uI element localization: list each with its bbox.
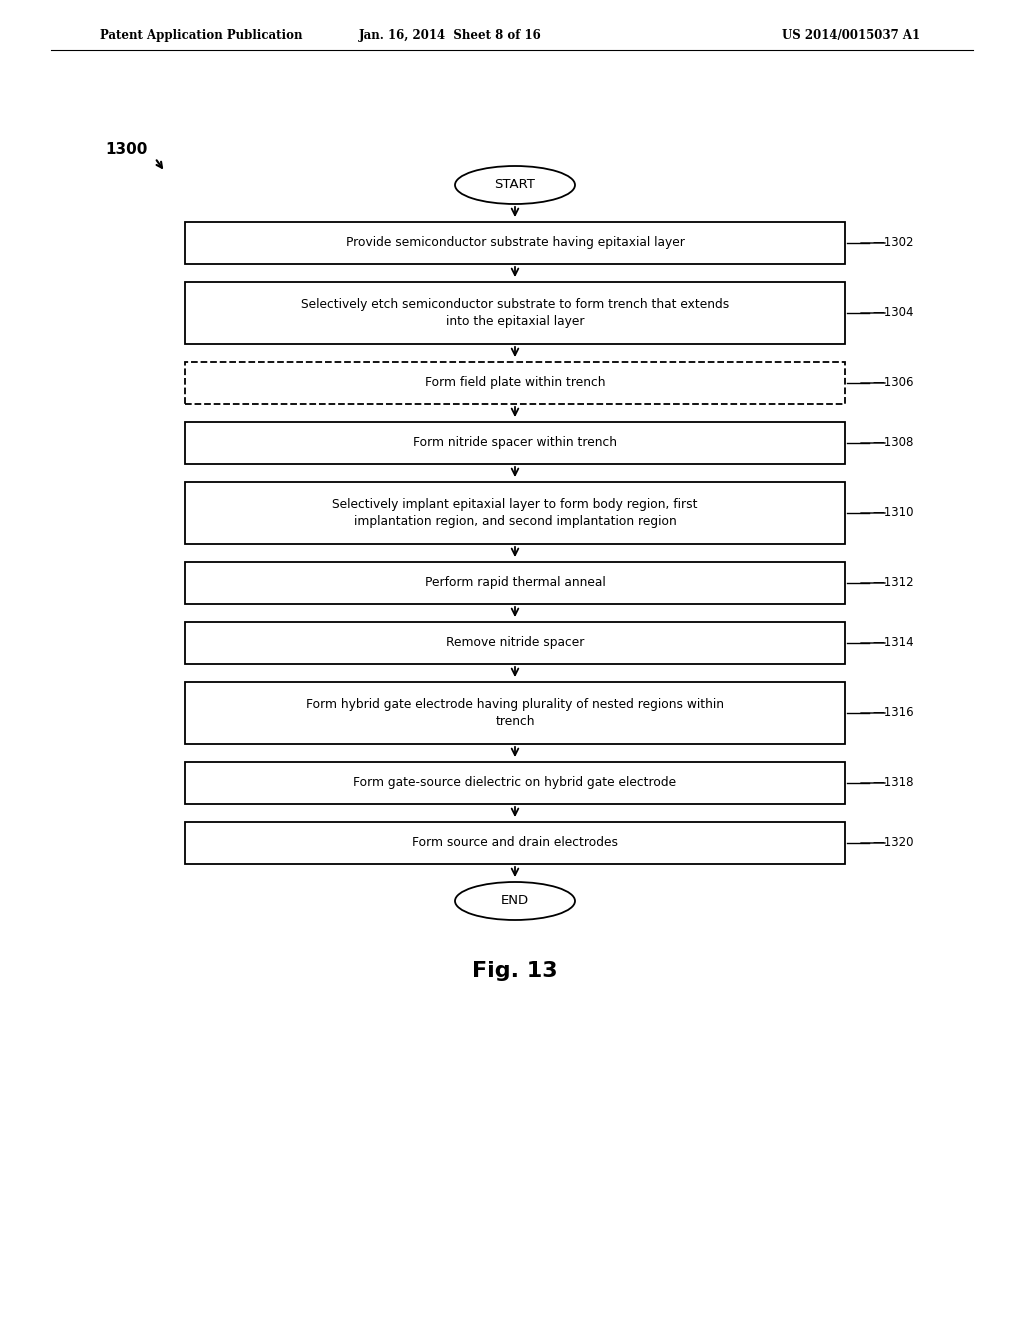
FancyBboxPatch shape <box>185 762 845 804</box>
FancyBboxPatch shape <box>185 682 845 744</box>
Ellipse shape <box>455 882 575 920</box>
Text: Jan. 16, 2014  Sheet 8 of 16: Jan. 16, 2014 Sheet 8 of 16 <box>358 29 542 41</box>
Text: —1316: —1316 <box>872 706 913 719</box>
Text: Form nitride spacer within trench: Form nitride spacer within trench <box>413 437 617 450</box>
Text: Selectively etch semiconductor substrate to form trench that extends
into the ep: Selectively etch semiconductor substrate… <box>301 298 729 327</box>
FancyBboxPatch shape <box>185 622 845 664</box>
FancyBboxPatch shape <box>185 222 845 264</box>
FancyBboxPatch shape <box>185 482 845 544</box>
Text: Provide semiconductor substrate having epitaxial layer: Provide semiconductor substrate having e… <box>345 236 684 249</box>
Text: —1304: —1304 <box>872 306 913 319</box>
FancyBboxPatch shape <box>185 422 845 465</box>
Text: Perform rapid thermal anneal: Perform rapid thermal anneal <box>425 577 605 590</box>
Text: START: START <box>495 178 536 191</box>
FancyBboxPatch shape <box>185 822 845 865</box>
Text: Form hybrid gate electrode having plurality of nested regions within
trench: Form hybrid gate electrode having plural… <box>306 698 724 729</box>
Text: Form source and drain electrodes: Form source and drain electrodes <box>412 837 618 850</box>
FancyBboxPatch shape <box>185 282 845 345</box>
Text: —1302: —1302 <box>872 236 913 249</box>
Text: Remove nitride spacer: Remove nitride spacer <box>445 636 584 649</box>
Text: US 2014/0015037 A1: US 2014/0015037 A1 <box>782 29 920 41</box>
Text: —1310: —1310 <box>872 507 913 520</box>
Text: —1318: —1318 <box>872 776 913 789</box>
Ellipse shape <box>455 166 575 205</box>
Text: Form field plate within trench: Form field plate within trench <box>425 376 605 389</box>
FancyBboxPatch shape <box>185 362 845 404</box>
Text: —1308: —1308 <box>872 437 913 450</box>
Text: —1320: —1320 <box>872 837 913 850</box>
Text: Fig. 13: Fig. 13 <box>472 961 558 981</box>
Text: Patent Application Publication: Patent Application Publication <box>100 29 302 41</box>
Text: Form gate-source dielectric on hybrid gate electrode: Form gate-source dielectric on hybrid ga… <box>353 776 677 789</box>
Text: 1300: 1300 <box>105 143 147 157</box>
Text: —1306: —1306 <box>872 376 913 389</box>
Text: Selectively implant epitaxial layer to form body region, first
implantation regi: Selectively implant epitaxial layer to f… <box>332 498 697 528</box>
Text: —1312: —1312 <box>872 577 913 590</box>
Text: END: END <box>501 895 529 907</box>
Text: —1314: —1314 <box>872 636 913 649</box>
FancyBboxPatch shape <box>185 562 845 605</box>
